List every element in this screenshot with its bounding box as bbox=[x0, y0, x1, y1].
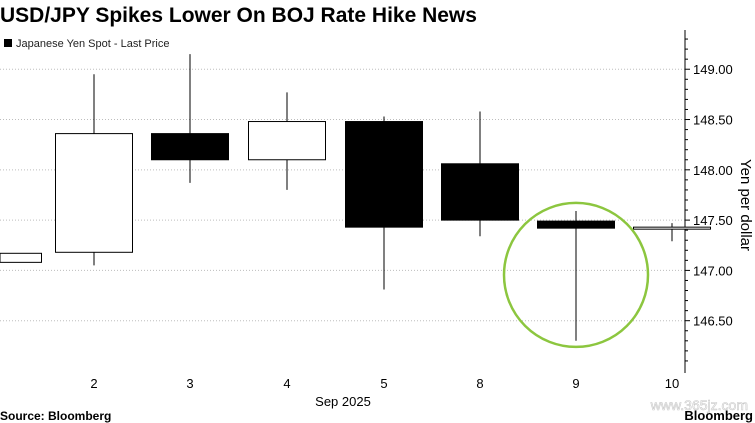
candle bbox=[0, 252, 42, 263]
y-tick-label: 146.50 bbox=[693, 314, 733, 329]
candle bbox=[345, 116, 423, 290]
legend-swatch bbox=[4, 39, 12, 47]
candle bbox=[248, 92, 326, 190]
x-tick-label: 5 bbox=[380, 376, 387, 391]
legend: Japanese Yen Spot - Last Price bbox=[0, 33, 191, 53]
candle-body bbox=[248, 121, 326, 161]
y-axis-title: Yen per dollar bbox=[737, 159, 754, 251]
highlight-annotation bbox=[502, 201, 650, 349]
legend-label: Japanese Yen Spot - Last Price bbox=[16, 38, 170, 50]
candle bbox=[441, 111, 519, 237]
candle-body bbox=[537, 220, 615, 229]
candle-body bbox=[151, 133, 229, 161]
highlight-circle bbox=[502, 201, 650, 349]
y-tick-label: 148.00 bbox=[693, 163, 733, 178]
y-tick-label: 148.50 bbox=[693, 113, 733, 128]
x-tick-label: 3 bbox=[186, 376, 193, 391]
x-axis-title: Sep 2025 bbox=[315, 394, 371, 409]
candle-body bbox=[0, 252, 42, 263]
chart-title: USD/JPY Spikes Lower On BOJ Rate Hike Ne… bbox=[0, 4, 477, 27]
x-tick-label: 10 bbox=[665, 376, 679, 391]
x-tick-label: 9 bbox=[572, 376, 579, 391]
y-tick-label: 147.50 bbox=[693, 213, 733, 228]
source-note: Source: Bloomberg bbox=[0, 409, 111, 423]
candle bbox=[537, 211, 615, 341]
bloomberg-logo: Bloomberg bbox=[684, 408, 753, 423]
candle bbox=[633, 223, 711, 242]
candle-body bbox=[345, 121, 423, 228]
candle-body bbox=[55, 133, 133, 253]
y-tick-label: 147.00 bbox=[693, 263, 733, 278]
y-axis-ticks: 149.00 148.50 148.00 147.50 147.00 146.50 bbox=[685, 38, 733, 362]
watermark: www.365jz.com bbox=[650, 397, 748, 413]
candle bbox=[151, 54, 229, 183]
x-tick-label: 4 bbox=[283, 376, 290, 391]
candle bbox=[55, 74, 133, 266]
x-tick-label: 8 bbox=[476, 376, 483, 391]
candle-body bbox=[441, 163, 519, 221]
candles bbox=[0, 54, 711, 341]
x-axis-ticks: 2 3 4 5 8 9 10 bbox=[90, 376, 679, 391]
candle-body bbox=[633, 226, 711, 230]
legend-box bbox=[0, 33, 191, 53]
x-tick-label: 2 bbox=[90, 376, 97, 391]
y-tick-label: 149.00 bbox=[693, 62, 733, 77]
